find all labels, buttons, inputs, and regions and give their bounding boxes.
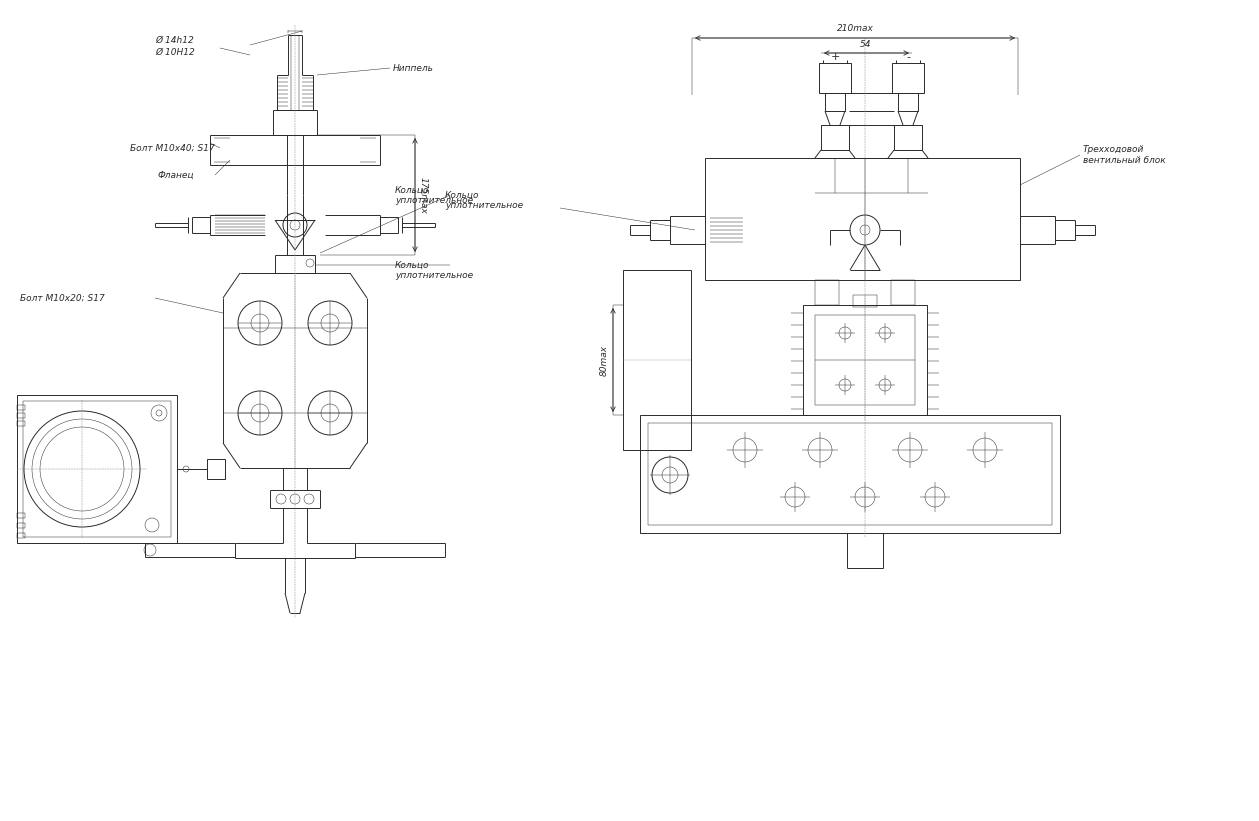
- Bar: [23, 401, 171, 537]
- Bar: [891, 280, 915, 305]
- Bar: [206, 459, 225, 479]
- Bar: [18, 533, 25, 538]
- Bar: [894, 125, 922, 150]
- Bar: [898, 93, 918, 111]
- Text: +: +: [831, 52, 840, 62]
- Bar: [18, 421, 25, 426]
- Bar: [18, 523, 25, 528]
- Bar: [825, 93, 845, 111]
- Bar: [854, 295, 878, 307]
- Text: Фланец: Фланец: [157, 171, 194, 180]
- Bar: [815, 315, 915, 405]
- Bar: [18, 513, 25, 518]
- Text: Болт М10х20; S17: Болт М10х20; S17: [20, 293, 104, 302]
- Bar: [18, 395, 178, 543]
- Text: Ø 14h12: Ø 14h12: [155, 35, 194, 44]
- Bar: [640, 415, 1060, 533]
- Bar: [891, 63, 924, 93]
- Text: -: -: [906, 52, 910, 62]
- Text: Ø 10H12: Ø 10H12: [155, 48, 195, 57]
- Bar: [648, 423, 1053, 525]
- Text: Кольцо
уплотнительное: Кольцо уплотнительное: [395, 260, 473, 280]
- Text: 80max: 80max: [601, 345, 609, 375]
- Bar: [705, 158, 1020, 280]
- Text: 175max: 175max: [419, 177, 428, 213]
- Bar: [815, 280, 838, 305]
- Bar: [18, 405, 25, 410]
- Bar: [803, 305, 927, 415]
- Text: 54: 54: [860, 40, 871, 49]
- Text: Кольцо
уплотнительное: Кольцо уплотнительное: [444, 190, 524, 209]
- Text: Ниппель: Ниппель: [393, 63, 434, 72]
- Bar: [623, 270, 691, 450]
- Text: Трехходовой
вентильный блок: Трехходовой вентильный блок: [1083, 145, 1166, 165]
- Text: 210max: 210max: [836, 24, 874, 33]
- Bar: [18, 413, 25, 418]
- Text: Болт М10х40; S17: Болт М10х40; S17: [130, 144, 215, 153]
- Bar: [821, 125, 849, 150]
- Text: Кольцо
уплотнительное: Кольцо уплотнительное: [395, 186, 473, 204]
- Bar: [820, 63, 851, 93]
